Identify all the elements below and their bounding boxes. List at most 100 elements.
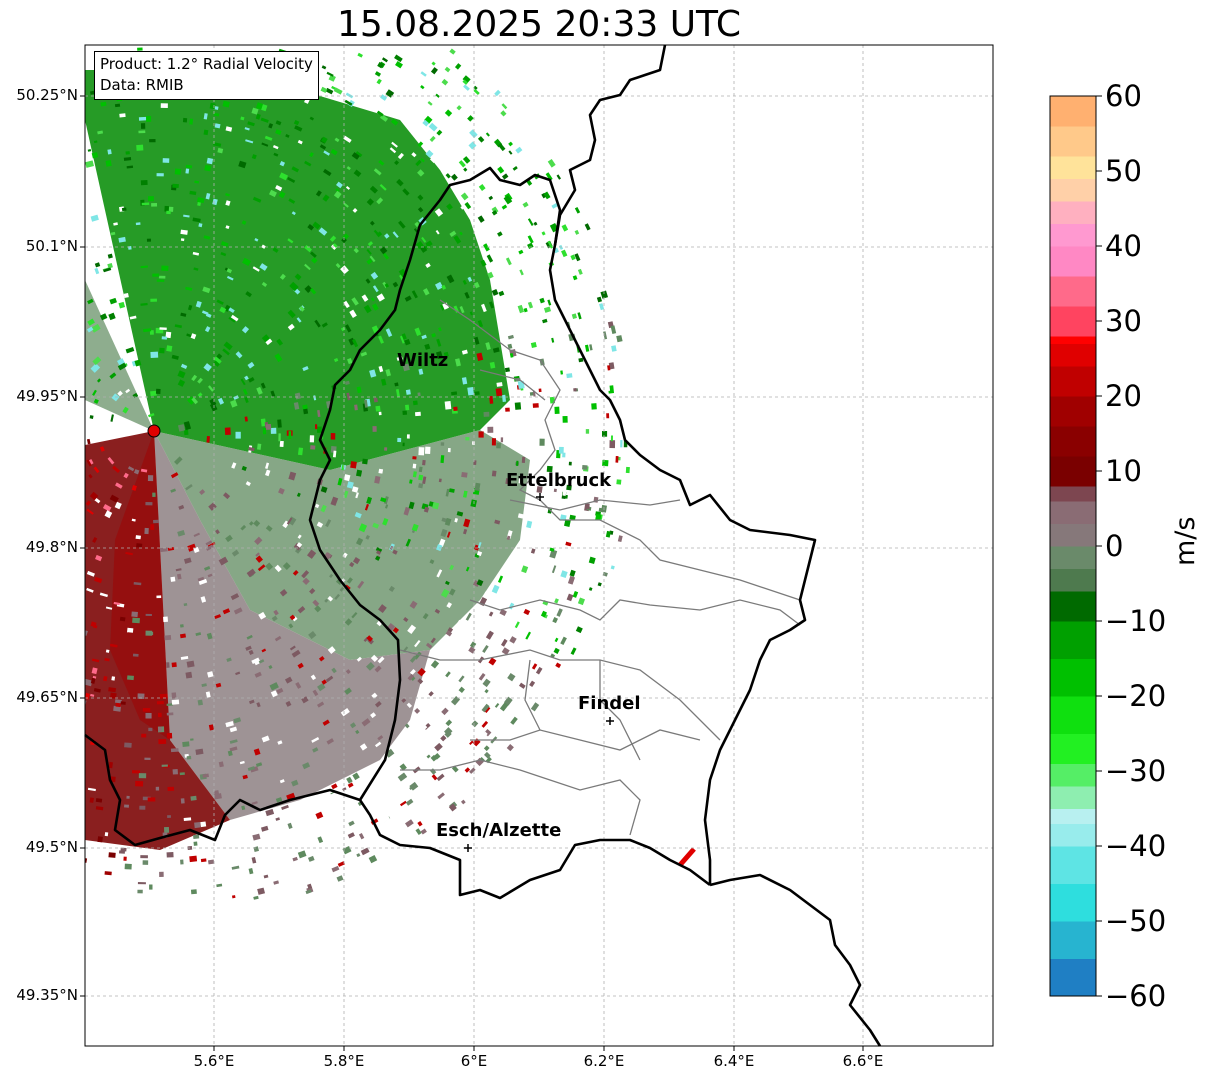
echo-pixel bbox=[152, 273, 160, 277]
echo-pixel bbox=[491, 438, 496, 446]
echo-pixel bbox=[216, 883, 223, 888]
echo-pixel bbox=[86, 438, 91, 445]
echo-pixel bbox=[206, 632, 213, 640]
echo-pixel bbox=[214, 790, 220, 796]
echo-pixel bbox=[420, 158, 425, 163]
echo-pixel bbox=[430, 67, 438, 75]
echo-pixel bbox=[332, 450, 337, 458]
echo-pixel bbox=[309, 116, 315, 121]
echo-pixel bbox=[301, 570, 310, 579]
echo-pixel bbox=[291, 166, 300, 173]
echo-pixel bbox=[420, 245, 428, 253]
echo-pixel bbox=[508, 141, 513, 147]
echo-pixel bbox=[527, 301, 534, 309]
echo-pixel bbox=[136, 144, 144, 151]
echo-pixel bbox=[417, 821, 423, 827]
echo-pixel bbox=[422, 288, 430, 296]
echo-pixel bbox=[197, 377, 203, 384]
echo-pixel bbox=[349, 561, 355, 568]
echo-pixel bbox=[279, 440, 284, 447]
echo-pixel bbox=[226, 657, 232, 663]
echo-pixel bbox=[166, 852, 174, 858]
echo-pixel bbox=[183, 421, 192, 431]
echo-pixel bbox=[453, 235, 462, 244]
echo-pixel bbox=[597, 582, 602, 587]
echo-pixel bbox=[145, 713, 152, 719]
echo-pixel bbox=[545, 172, 553, 181]
echo-pixel bbox=[484, 689, 489, 694]
echo-pixel bbox=[366, 258, 373, 265]
echo-pixel bbox=[213, 356, 222, 365]
echo-pixel bbox=[272, 247, 279, 253]
echo-pixel bbox=[194, 180, 200, 184]
echo-pixel bbox=[574, 253, 581, 262]
echo-pixel bbox=[343, 135, 352, 143]
echo-pixel bbox=[566, 593, 574, 602]
echo-pixel bbox=[255, 552, 260, 557]
echo-pixel bbox=[89, 797, 94, 803]
echo-pixel bbox=[469, 767, 476, 774]
echo-pixel bbox=[450, 173, 458, 181]
colorbar-segment bbox=[1050, 396, 1096, 427]
echo-pixel bbox=[246, 568, 256, 578]
colorbar-segment bbox=[1050, 591, 1096, 622]
echo-pixel bbox=[392, 281, 399, 288]
colorbar-segment bbox=[1050, 658, 1096, 697]
echo-pixel bbox=[109, 297, 117, 305]
echo-pixel bbox=[446, 602, 452, 609]
echo-pixel bbox=[109, 643, 118, 648]
echo-pixel bbox=[255, 102, 264, 110]
echo-pixel bbox=[526, 520, 533, 529]
echo-pixel bbox=[268, 123, 274, 129]
echo-pixel bbox=[262, 427, 267, 435]
echo-pixel bbox=[567, 575, 575, 585]
echo-pixel bbox=[463, 167, 468, 172]
echo-pixel bbox=[562, 489, 567, 496]
echo-pixel bbox=[329, 797, 336, 804]
lon-label: 5.6°E bbox=[193, 1052, 235, 1070]
echo-pixel bbox=[87, 298, 94, 305]
echo-pixel bbox=[461, 377, 468, 385]
echo-pixel bbox=[599, 303, 605, 311]
echo-pixel bbox=[325, 87, 334, 95]
echo-pixel bbox=[601, 431, 608, 437]
echo-pixel bbox=[523, 608, 531, 616]
echo-pixel bbox=[219, 306, 227, 314]
echo-pixel bbox=[158, 275, 166, 279]
echo-pixel bbox=[170, 576, 176, 582]
echo-pixel bbox=[95, 806, 104, 811]
echo-pixel bbox=[229, 746, 238, 752]
echo-pixel bbox=[193, 834, 200, 840]
echo-pixel bbox=[156, 595, 162, 599]
echo-pixel bbox=[185, 484, 193, 491]
echo-pixel bbox=[302, 407, 309, 415]
echo-pixel bbox=[345, 669, 351, 675]
echo-pixel bbox=[273, 609, 279, 616]
echo-pixel bbox=[570, 647, 577, 655]
lon-label: 6.2°E bbox=[583, 1052, 625, 1070]
echo-pixel bbox=[460, 799, 466, 805]
echo-pixel bbox=[312, 221, 321, 230]
echo-pixel bbox=[256, 386, 263, 395]
echo-pixel bbox=[159, 871, 164, 877]
plot-frame bbox=[84, 44, 994, 1047]
echo-pixel bbox=[273, 152, 279, 157]
echo-pixel bbox=[495, 388, 503, 397]
echo-pixel bbox=[626, 426, 631, 432]
echo-pixel bbox=[150, 298, 158, 302]
echo-pixel bbox=[454, 63, 462, 70]
echo-pixel bbox=[192, 251, 200, 256]
echo-pixel bbox=[506, 535, 511, 541]
echo-pixel bbox=[292, 616, 298, 622]
city-markers bbox=[464, 493, 614, 852]
echo-pixel bbox=[376, 231, 383, 238]
echo-pixel bbox=[123, 472, 129, 479]
echo-pixel bbox=[161, 265, 169, 271]
echo-pixel bbox=[423, 506, 430, 513]
echo-pixel bbox=[255, 113, 261, 120]
echo-pixel bbox=[111, 676, 116, 681]
echo-pixel bbox=[190, 333, 197, 340]
echo-pixel bbox=[170, 488, 176, 493]
echo-pixel bbox=[398, 220, 406, 229]
echo-pixel bbox=[384, 504, 389, 509]
